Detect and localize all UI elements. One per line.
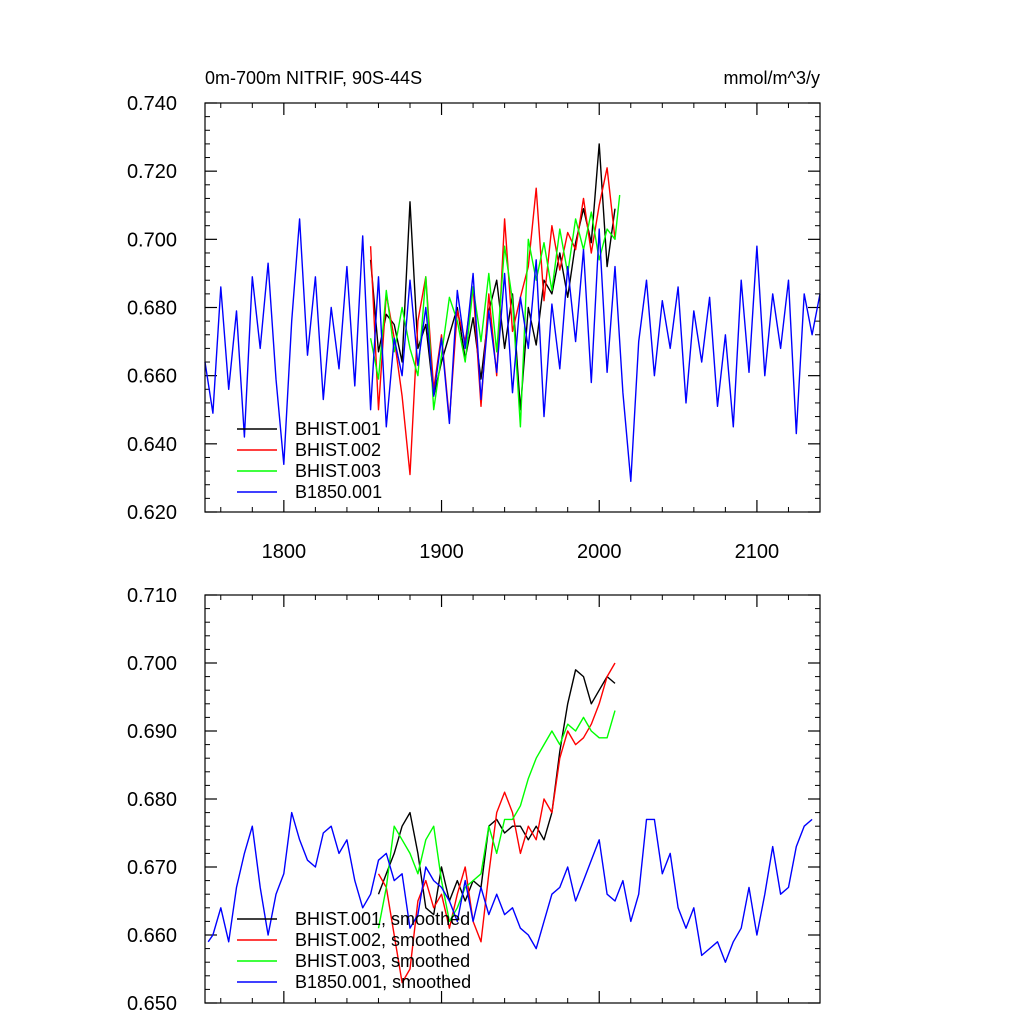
plot-frame (204, 102, 821, 513)
y-tick-label: 0.660 (127, 925, 177, 947)
series-line-3 (207, 811, 813, 963)
y-tick-label: 0.620 (127, 502, 177, 524)
series-line-0 (369, 143, 616, 411)
x-tick-label: 1900 (419, 541, 464, 563)
y-tick-label: 0.650 (127, 993, 177, 1015)
chart-panel-top: 0m-700m NITRIF, 90S-44S mmol/m^3/y 0.620… (127, 68, 821, 563)
y-tick-label: 0.660 (127, 366, 177, 388)
legend-label: BHIST.002 (295, 440, 381, 460)
chart-panel-bottom: 0.650 0.660 0.670 0.680 0.690 0.700 0.710 BHIST… (127, 585, 821, 1015)
legend-label: BHIST.003 (295, 461, 381, 481)
series-line-2 (369, 194, 621, 428)
y-tick-label: 0.680 (127, 789, 177, 811)
y-tick-label: 0.670 (127, 857, 177, 879)
y-tick-label: 0.740 (127, 93, 177, 115)
series-line-0 (377, 669, 616, 916)
series-line-1 (377, 662, 616, 984)
series-line-2 (377, 710, 616, 929)
y-tick-label: 0.700 (127, 653, 177, 675)
legend-label: BHIST.002, smoothed (295, 930, 470, 950)
x-tick-label: 2100 (735, 541, 780, 563)
y-tick-label: 0.690 (127, 721, 177, 743)
y-tick-label: 0.680 (127, 298, 177, 320)
chart-title: 0m-700m NITRIF, 90S-44S (205, 68, 422, 88)
legend-label: BHIST.001 (295, 419, 381, 439)
y-tick-label: 0.640 (127, 434, 177, 456)
legend-label: BHIST.001, smoothed (295, 909, 470, 929)
legend-label: B1850.001 (295, 482, 382, 502)
y-tick-label: 0.720 (127, 161, 177, 183)
y-tick-label: 0.710 (127, 585, 177, 607)
series-line-3 (204, 218, 821, 482)
x-tick-label: 1800 (262, 541, 307, 563)
plot-frame (204, 594, 821, 1004)
y-tick-label: 0.700 (127, 229, 177, 251)
series-line-1 (369, 167, 616, 476)
x-tick-label: 2000 (577, 541, 622, 563)
legend-label: BHIST.003, smoothed (295, 951, 470, 971)
legend-label: B1850.001, smoothed (295, 972, 471, 992)
chart-units: mmol/m^3/y (724, 68, 820, 88)
